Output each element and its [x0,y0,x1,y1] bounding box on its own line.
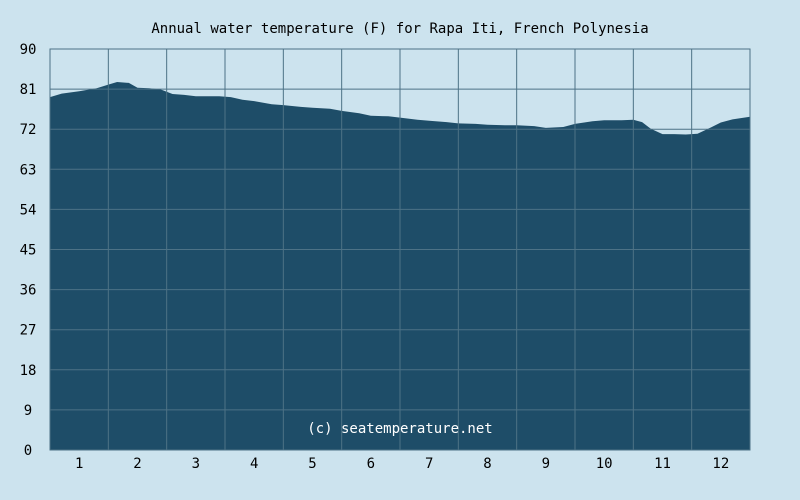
y-tick-label: 72 [20,122,37,138]
x-tick-label: 10 [596,456,613,472]
x-tick-label: 12 [712,456,729,472]
y-tick-label: 0 [24,443,32,459]
x-tick-label: 9 [542,456,550,472]
x-tick-label: 7 [425,456,433,472]
y-tick-label: 81 [20,82,37,98]
y-tick-label: 36 [20,283,37,299]
y-tick-label: 54 [20,202,37,218]
y-tick-label: 45 [20,243,37,259]
y-tick-label: 27 [20,323,37,339]
y-tick-label: 90 [20,42,37,58]
plot-border [49,48,751,451]
y-tick-label: 18 [20,363,37,379]
x-tick-label: 2 [133,456,141,472]
y-tick-label: 63 [20,162,37,178]
x-tick-label: 8 [483,456,491,472]
chart-title: Annual water temperature (F) for Rapa It… [151,21,648,37]
x-tick-label: 11 [654,456,671,472]
credit-annotation: (c) seatemperature.net [307,421,492,437]
x-tick-label: 1 [75,456,83,472]
x-axis-ticks: 1 2 3 4 5 6 7 8 9 10 11 12 [75,456,729,472]
x-tick-label: 4 [250,456,258,472]
x-tick-label: 6 [367,456,375,472]
x-tick-label: 5 [308,456,316,472]
x-tick-label: 3 [192,456,200,472]
y-tick-label: 9 [24,403,32,419]
plot-frame [49,48,751,451]
y-axis-ticks: 0 9 18 27 36 45 54 63 72 81 90 [20,42,37,459]
